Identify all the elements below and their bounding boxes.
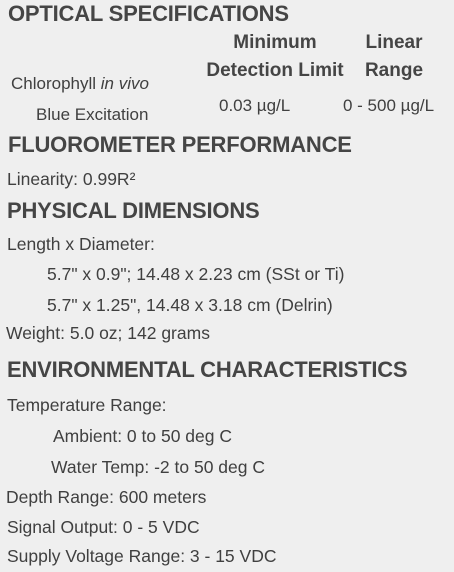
- chlorophyll-label-text: Chlorophyll: [11, 74, 97, 93]
- optical-specs-heading: OPTICAL SPECIFICATIONS: [8, 1, 289, 26]
- chlorophyll-label: Chlorophyll in vivo: [11, 74, 149, 94]
- depth-range-value: Depth Range: 600 meters: [6, 487, 207, 507]
- in-vivo-label: in vivo: [100, 74, 149, 93]
- signal-output-value: Signal Output: 0 - 5 VDC: [7, 517, 200, 537]
- ambient-temp-value: Ambient: 0 to 50 deg C: [53, 426, 232, 446]
- linear-range-value: 0 - 500 µg/L: [343, 96, 435, 115]
- linear-range-header-line2: Range: [364, 60, 424, 81]
- temperature-range-label: Temperature Range:: [7, 395, 167, 415]
- environmental-characteristics-heading: ENVIRONMENTAL CHARACTERISTICS: [7, 357, 408, 382]
- min-detection-header-line1: Minimum: [233, 32, 317, 53]
- fluorometer-performance-heading: FLUOROMETER PERFORMANCE: [8, 132, 352, 157]
- dimension-delrin: 5.7" x 1.25", 14.48 x 3.18 cm (Delrin): [47, 295, 333, 315]
- dimension-sst-ti: 5.7" x 0.9"; 14.48 x 2.23 cm (SSt or Ti): [47, 264, 345, 284]
- blue-excitation-label: Blue Excitation: [36, 105, 149, 124]
- min-detection-header-line2: Detection Limit: [206, 60, 344, 81]
- linear-range-header-line1: Linear: [365, 32, 423, 53]
- min-detection-value: 0.03 µg/L: [219, 96, 291, 115]
- supply-voltage-value: Supply Voltage Range: 3 - 15 VDC: [7, 546, 277, 566]
- weight-value: Weight: 5.0 oz; 142 grams: [6, 323, 210, 343]
- physical-dimensions-heading: PHYSICAL DIMENSIONS: [7, 198, 260, 223]
- water-temp-value: Water Temp: -2 to 50 deg C: [51, 457, 265, 477]
- linearity-value: Linearity: 0.99R²: [7, 169, 136, 189]
- length-diameter-label: Length x Diameter:: [7, 234, 155, 254]
